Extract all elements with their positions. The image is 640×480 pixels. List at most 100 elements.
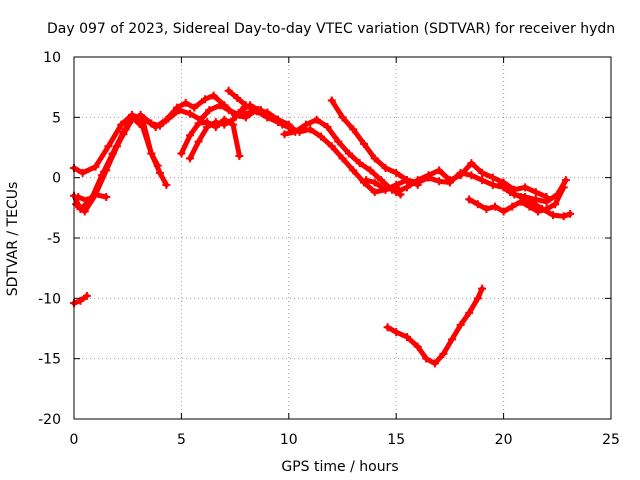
data-point: [317, 132, 326, 141]
data-point: [381, 164, 390, 173]
data-point: [78, 168, 87, 177]
data-point: [224, 86, 233, 95]
data-point: [392, 180, 401, 189]
data-point: [301, 120, 310, 129]
data-point: [209, 91, 218, 100]
series-line-track-11: [282, 117, 403, 198]
data-point: [241, 101, 250, 110]
data-point: [521, 183, 530, 192]
data-point: [366, 166, 375, 175]
data-point: [312, 115, 321, 124]
data-point: [549, 211, 558, 220]
data-point: [465, 308, 474, 317]
data-point: [370, 154, 379, 163]
series-points-track-12: [327, 96, 422, 189]
data-point: [181, 98, 190, 107]
data-point: [402, 176, 411, 185]
y-tick-label: -10: [38, 291, 61, 307]
data-point: [233, 94, 242, 103]
series-points-track-8: [177, 115, 244, 160]
data-point: [237, 106, 246, 115]
data-point: [478, 176, 487, 185]
data-point: [467, 159, 476, 168]
data-point: [370, 178, 379, 187]
data-point: [155, 168, 164, 177]
data-point: [467, 171, 476, 180]
data-point: [127, 113, 136, 122]
series-line-track-4: [75, 192, 109, 204]
y-tick-label: -15: [38, 352, 61, 368]
data-point: [559, 183, 568, 192]
data-point: [456, 171, 465, 180]
data-point: [491, 202, 500, 211]
data-point: [280, 130, 289, 139]
data-point: [201, 95, 210, 104]
x-tick-label: 5: [177, 432, 186, 448]
x-tick-label: 20: [495, 432, 513, 448]
data-point: [473, 200, 482, 209]
series-points-track-14: [392, 159, 551, 201]
data-point: [435, 177, 444, 186]
data-point: [185, 109, 194, 118]
data-point: [80, 207, 89, 216]
data-point: [173, 103, 182, 112]
data-point: [377, 176, 386, 185]
data-point: [190, 103, 199, 112]
data-point: [392, 168, 401, 177]
data-point: [185, 154, 194, 163]
data-point: [140, 115, 149, 124]
data-point: [241, 113, 250, 122]
data-point: [147, 149, 156, 158]
data-point: [100, 167, 109, 176]
data-point: [478, 284, 487, 293]
data-point: [82, 196, 91, 205]
data-point: [456, 320, 465, 329]
series-points-track-4: [74, 190, 111, 205]
data-point: [138, 122, 147, 131]
data-point: [439, 349, 448, 358]
data-point: [531, 188, 540, 197]
series-layer: [70, 86, 575, 368]
data-point: [473, 294, 482, 303]
data-point: [445, 176, 454, 185]
series-points-track-5: [70, 291, 91, 308]
series-points-track-6: [100, 113, 162, 176]
data-point: [424, 171, 433, 180]
data-point: [194, 119, 203, 128]
data-point: [422, 354, 431, 363]
data-point: [561, 176, 570, 185]
data-point: [527, 197, 536, 206]
x-tick-label: 10: [280, 432, 298, 448]
data-point: [327, 142, 336, 151]
data-point: [344, 149, 353, 158]
data-point: [177, 149, 186, 158]
data-point: [506, 188, 515, 197]
data-point: [151, 122, 160, 131]
data-point: [82, 291, 91, 300]
data-point: [495, 180, 504, 189]
data-point: [211, 118, 220, 127]
data-point: [274, 118, 283, 127]
data-point: [228, 115, 237, 124]
data-point: [392, 188, 401, 197]
data-point: [162, 180, 171, 189]
data-point: [323, 122, 332, 131]
data-point: [349, 166, 358, 175]
data-point: [338, 113, 347, 122]
y-tick-label: 0: [52, 171, 61, 187]
data-point: [252, 107, 261, 116]
data-point: [402, 332, 411, 341]
data-point: [194, 137, 203, 146]
series-points-track-16: [495, 180, 575, 221]
data-point: [370, 188, 379, 197]
data-point: [465, 195, 474, 204]
x-tick-label: 25: [602, 432, 620, 448]
data-point: [263, 113, 272, 122]
data-point: [291, 127, 300, 136]
data-point: [478, 168, 487, 177]
data-point: [413, 342, 422, 351]
series-points-track-17: [383, 284, 487, 368]
data-point: [327, 96, 336, 105]
data-point: [482, 205, 491, 214]
